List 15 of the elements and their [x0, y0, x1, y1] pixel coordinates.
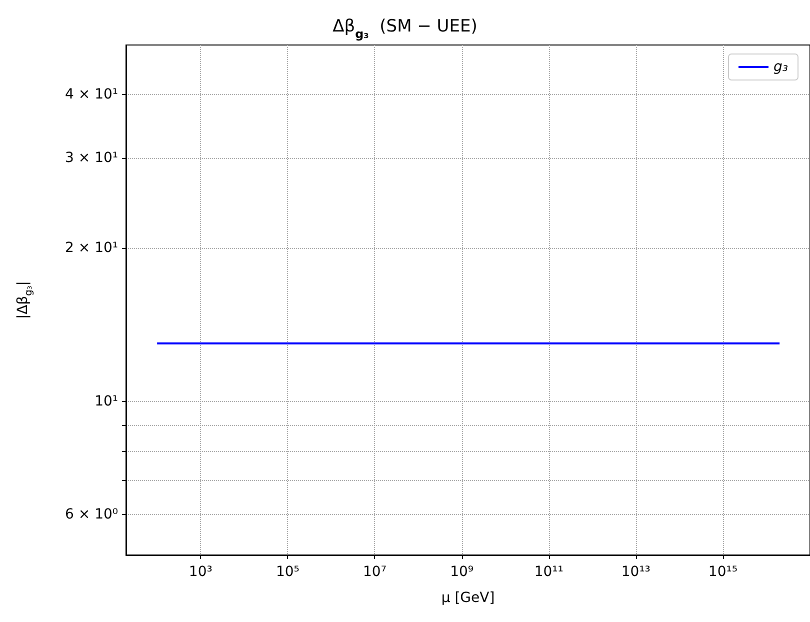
y-axis-title: |Δβg₃|: [14, 280, 34, 320]
y-tick-label: 4 × 10¹: [65, 86, 118, 102]
x-tick-label: 10⁷: [363, 564, 386, 580]
y-tick-label: 2 × 10¹: [65, 240, 118, 256]
x-tick-label: 10¹³: [621, 564, 650, 580]
x-tick-label: 10¹⁵: [708, 564, 738, 580]
x-tick-label: 10³: [188, 564, 212, 580]
y-tick-label: 10¹: [94, 393, 118, 410]
x-tick-label: 10¹¹: [534, 564, 564, 580]
y-tick-label: 6 × 10⁰: [65, 506, 118, 523]
x-axis-title: μ [GeV]: [441, 590, 495, 606]
x-tick-label: 10⁵: [276, 564, 300, 580]
y-tick-label: 3 × 10¹: [65, 150, 118, 166]
legend-label: g₃: [774, 59, 788, 75]
x-tick-label: 10⁹: [450, 564, 474, 580]
